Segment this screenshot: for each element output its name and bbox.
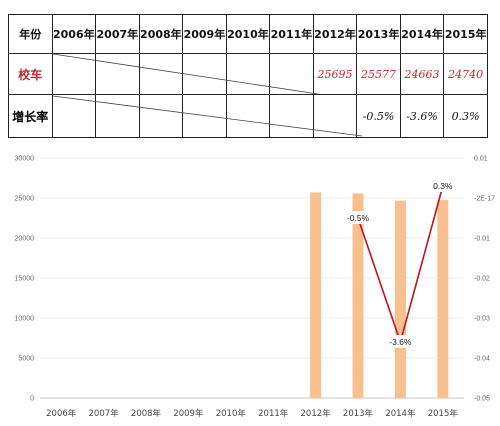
right-axis-tick-label: -0.03 bbox=[474, 316, 490, 323]
data-labels: -0.5% -3.6% 0.3% bbox=[341, 179, 457, 348]
bar-series bbox=[310, 192, 449, 398]
data-label-background bbox=[428, 179, 457, 192]
bar bbox=[352, 193, 364, 398]
x-axis-tick-label: 2015年 bbox=[428, 408, 459, 419]
table-cell: -0.5% bbox=[356, 94, 401, 138]
table-cell bbox=[225, 53, 271, 95]
x-axis-tick-label: 2006年 bbox=[46, 408, 77, 419]
table-cell bbox=[51, 53, 97, 95]
left-axis-tick-label: 30000 bbox=[15, 156, 35, 163]
right-axis-ticks: 0.01 -2E-17 -0.01 -0.02 -0.03 -0.04 -0.05 bbox=[474, 156, 495, 403]
table-cell: 24663 bbox=[399, 53, 445, 95]
x-axis-ticks: 2006年 2007年 2008年 2009年 2010年 2011年 2012年 2013年… bbox=[46, 408, 458, 419]
x-axis-tick-label: 2009年 bbox=[173, 408, 204, 419]
year-header: 2015年 bbox=[443, 14, 488, 54]
header-label: 年份 bbox=[8, 14, 53, 54]
right-axis-tick-label: -0.05 bbox=[474, 396, 490, 403]
year-header: 2007年 bbox=[95, 14, 140, 54]
row-label-growth-rate: 增长率 bbox=[8, 94, 53, 138]
left-axis-ticks: 30000 25000 20000 15000 10000 5000 0 bbox=[15, 156, 35, 403]
left-axis-tick-label: 25000 bbox=[15, 196, 35, 203]
right-axis-tick-label: -0.02 bbox=[474, 276, 490, 283]
growth-rate-row: 增长率 -0.5% -3.6% 0.3% bbox=[8, 94, 488, 138]
x-axis-tick-label: 2010年 bbox=[216, 408, 247, 419]
data-label: -0.5% bbox=[347, 213, 370, 223]
table-cell: 25695 bbox=[312, 53, 358, 95]
data-label-background bbox=[341, 211, 375, 224]
bar bbox=[437, 200, 449, 398]
table-cell bbox=[269, 94, 314, 138]
right-axis-tick-label: -2E-17 bbox=[474, 196, 495, 203]
data-label-background bbox=[383, 335, 418, 348]
data-table: 年份 2006年 2007年 2008年 2009年 2010年 2011年 2… bbox=[8, 14, 488, 138]
x-axis-tick-label: 2008年 bbox=[131, 408, 162, 419]
table-cell: -3.6% bbox=[399, 94, 445, 138]
year-header: 2012年 bbox=[312, 14, 358, 54]
table-cell bbox=[312, 94, 358, 138]
year-header: 2010年 bbox=[225, 14, 271, 54]
left-axis-tick-label: 10000 bbox=[15, 316, 35, 323]
year-header: 2013年 bbox=[356, 14, 401, 54]
table-cell: 0.3% bbox=[443, 94, 488, 138]
data-label: -3.6% bbox=[389, 337, 412, 347]
combo-chart: 30000 25000 20000 15000 10000 5000 0 0.01 -2E-1… bbox=[15, 156, 496, 420]
year-header: 2014年 bbox=[399, 14, 445, 54]
table-cell bbox=[95, 53, 140, 95]
bar bbox=[394, 200, 406, 398]
table-cell bbox=[138, 94, 184, 138]
table-cell bbox=[51, 94, 97, 138]
bar bbox=[310, 192, 322, 398]
right-axis-tick-label: 0.01 bbox=[474, 156, 488, 163]
table-cell bbox=[269, 53, 314, 95]
table-header-row: 年份 2006年 2007年 2008年 2009年 2010年 2011年 2… bbox=[8, 14, 488, 54]
table-cell bbox=[225, 94, 271, 138]
right-axis-tick-label: -0.01 bbox=[474, 236, 490, 243]
table-cell: 25577 bbox=[356, 53, 401, 95]
table-cell bbox=[182, 94, 227, 138]
row-label-school-bus: 校车 bbox=[8, 53, 53, 95]
x-axis-tick-label: 2007年 bbox=[89, 408, 120, 419]
left-axis-tick-label: 5000 bbox=[18, 356, 34, 363]
school-bus-row: 校车 25695 25577 24663 24740 bbox=[8, 53, 488, 95]
left-axis-tick-label: 0 bbox=[30, 396, 34, 403]
year-header: 2006年 bbox=[51, 14, 97, 54]
data-label: 0.3% bbox=[433, 181, 453, 191]
table-cell bbox=[95, 94, 140, 138]
x-axis-tick-label: 2014年 bbox=[385, 408, 416, 419]
left-axis-tick-label: 15000 bbox=[15, 276, 35, 283]
table-cell bbox=[138, 53, 184, 95]
table-cell: 24740 bbox=[443, 53, 488, 95]
year-header: 2009年 bbox=[182, 14, 227, 54]
gridlines bbox=[40, 157, 464, 399]
year-header: 2011年 bbox=[269, 14, 314, 54]
year-header: 2008年 bbox=[138, 14, 184, 54]
table-cell bbox=[182, 53, 227, 95]
right-axis-tick-label: -0.04 bbox=[474, 356, 490, 363]
left-axis-tick-label: 20000 bbox=[15, 236, 35, 243]
x-axis-tick-label: 2012年 bbox=[301, 408, 332, 419]
x-axis-tick-label: 2011年 bbox=[258, 408, 289, 419]
x-axis-tick-label: 2013年 bbox=[343, 408, 374, 419]
